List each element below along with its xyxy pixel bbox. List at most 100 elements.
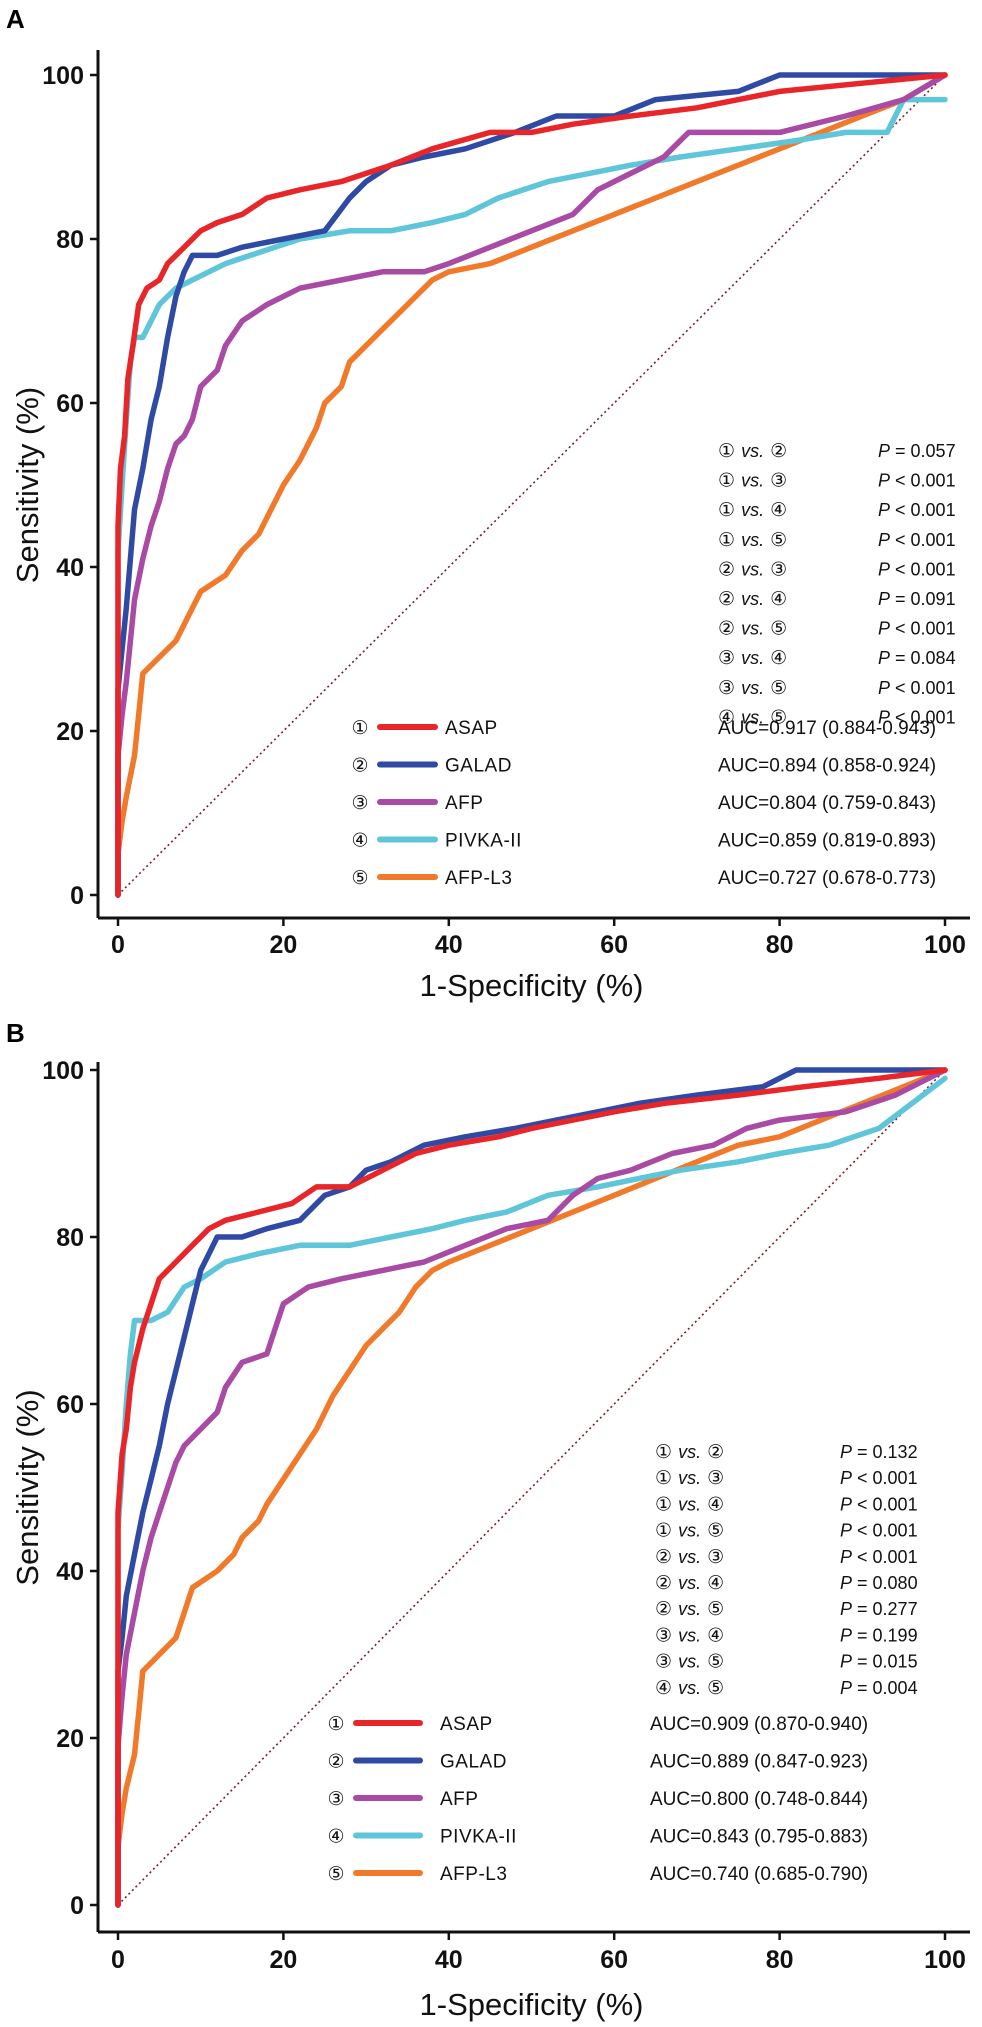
y-tick-label: 100	[42, 1057, 84, 1085]
comparison-p-value: P < 0.001	[878, 707, 956, 727]
comparison-p-value: P = 0.091	[878, 589, 956, 609]
legend-number: ③	[351, 792, 368, 814]
legend-auc: AUC=0.859 (0.819-0.893)	[718, 831, 936, 852]
legend-auc: AUC=0.804 (0.759-0.843)	[718, 793, 936, 814]
x-axis-title: 1-Specificity (%)	[420, 1987, 644, 2022]
legend-number: ①	[351, 717, 368, 739]
comparison-p-value: P < 0.001	[878, 619, 956, 639]
y-tick-label: 40	[56, 554, 84, 582]
legend-label: AFP-L3	[440, 1864, 507, 1885]
comparison-label: ② vs. ⑤	[655, 1598, 724, 1620]
y-tick-label: 20	[56, 718, 84, 746]
x-tick-label: 20	[269, 1946, 297, 1974]
legend-label: AFP	[440, 1789, 478, 1810]
legend-label: AFP	[445, 793, 483, 814]
comparison-p-value: P = 0.015	[840, 1652, 918, 1672]
y-axis-title: Sensitivity (%)	[10, 1389, 45, 1585]
comparison-p-value: P = 0.004	[840, 1678, 918, 1698]
roc-curve-galad	[115, 72, 948, 898]
comparison-p-value: P < 0.001	[878, 471, 956, 491]
comparison-p-value: P = 0.084	[878, 648, 956, 668]
y-tick-label: 80	[56, 226, 84, 254]
y-tick-label: 0	[70, 882, 84, 910]
roc-curve-afp-l3	[115, 72, 948, 898]
legend-number: ④	[327, 1826, 344, 1848]
x-tick-label: 100	[924, 1946, 966, 1974]
x-tick-label: 40	[435, 931, 463, 959]
comparison-label: ① vs. ④	[655, 1493, 724, 1515]
comparison-p-value: P < 0.001	[878, 530, 956, 550]
panel-b: B 0 20 40 60 80 100 0 20 40 60 80 100 1-Specificity (…	[6, 1018, 970, 2022]
y-axis-title: Sensitivity (%)	[10, 387, 45, 583]
legend-auc: AUC=0.740 (0.685-0.790)	[650, 1864, 868, 1885]
comparison-label: ② vs. ③	[718, 558, 787, 580]
comparison-p-value: P = 0.057	[878, 441, 956, 461]
legend-label: PIVKA-II	[445, 831, 522, 852]
legend-auc: AUC=0.800 (0.748-0.844)	[650, 1789, 868, 1810]
comparison-p-value: P < 0.001	[878, 500, 956, 520]
reference-diagonal	[117, 1069, 946, 1906]
x-tick-label: 80	[766, 931, 794, 959]
x-tick-label: 60	[600, 1946, 628, 1974]
legend-auc: AUC=0.894 (0.858-0.924)	[718, 756, 936, 777]
legend-auc: AUC=0.909 (0.870-0.940)	[650, 1714, 868, 1735]
y-tick-label: 80	[56, 1224, 84, 1252]
legend-label: PIVKA-II	[440, 1827, 517, 1848]
comparison-label: ③ vs. ④	[718, 647, 787, 669]
x-axis-title: 1-Specificity (%)	[420, 968, 644, 1003]
legend-number: ④	[351, 830, 368, 852]
x-tick-label: 60	[600, 931, 628, 959]
roc-curve-afp	[115, 72, 948, 898]
legend-label: ASAP	[445, 718, 498, 739]
comparison-label: ① vs. ⑤	[655, 1520, 724, 1542]
comparison-label: ① vs. ②	[655, 1441, 724, 1463]
legend-auc: AUC=0.727 (0.678-0.773)	[718, 868, 936, 889]
comparison-label: ③ vs. ④	[655, 1624, 724, 1646]
comparison-label: ② vs. ④	[655, 1572, 724, 1594]
y-tick-label: 100	[42, 62, 84, 90]
legend-label: AFP-L3	[445, 868, 512, 889]
x-tick-label: 0	[111, 931, 125, 959]
x-tick-label: 40	[435, 1946, 463, 1974]
comparison-label: ③ vs. ⑤	[718, 677, 787, 699]
legend-number: ①	[327, 1713, 344, 1735]
comparison-p-value: P = 0.277	[840, 1599, 918, 1619]
roc-curve-asap	[115, 1067, 948, 1908]
comparison-p-value: P < 0.001	[840, 1547, 918, 1567]
panel-letter: B	[6, 1018, 25, 1048]
legend-label: ASAP	[440, 1714, 493, 1735]
comparison-p-value: P < 0.001	[878, 559, 956, 579]
comparison-label: ① vs. ③	[718, 470, 787, 492]
comparison-label: ① vs. ④	[718, 499, 787, 521]
reference-diagonal	[117, 74, 946, 896]
comparison-label: ④ vs. ⑤	[718, 706, 787, 728]
comparison-label: ② vs. ③	[655, 1546, 724, 1568]
legend-auc: AUC=0.843 (0.795-0.883)	[650, 1827, 868, 1848]
x-tick-label: 80	[766, 1946, 794, 1974]
roc-curve-asap	[115, 72, 948, 898]
comparison-p-value: P < 0.001	[840, 1468, 918, 1488]
panel-letter: A	[6, 4, 25, 34]
y-tick-label: 60	[56, 390, 84, 418]
legend-number: ②	[327, 1751, 344, 1773]
comparison-p-value: P < 0.001	[878, 678, 956, 698]
comparison-p-value: P = 0.132	[840, 1442, 918, 1462]
x-tick-label: 0	[111, 1946, 125, 1974]
comparison-label: ① vs. ②	[718, 440, 787, 462]
panel-a: A 0 20 40 60 80 100 0 20 40 60 80 100 1-Specificity (…	[6, 4, 970, 1003]
y-tick-label: 0	[70, 1892, 84, 1920]
legend-number: ⑤	[327, 1863, 344, 1885]
x-tick-label: 100	[924, 931, 966, 959]
y-tick-label: 20	[56, 1725, 84, 1753]
comparison-p-value: P = 0.199	[840, 1625, 918, 1645]
comparison-p-value: P = 0.080	[840, 1573, 918, 1593]
comparison-label: ① vs. ③	[655, 1467, 724, 1489]
comparison-label: ③ vs. ⑤	[655, 1651, 724, 1673]
comparison-label: ② vs. ④	[718, 588, 787, 610]
legend-number: ②	[351, 755, 368, 777]
roc-curve-pivka-ii	[115, 1075, 948, 1908]
legend-auc: AUC=0.917 (0.884-0.943)	[718, 718, 936, 739]
comparison-p-value: P < 0.001	[840, 1521, 918, 1541]
comparison-p-value: P < 0.001	[840, 1494, 918, 1514]
